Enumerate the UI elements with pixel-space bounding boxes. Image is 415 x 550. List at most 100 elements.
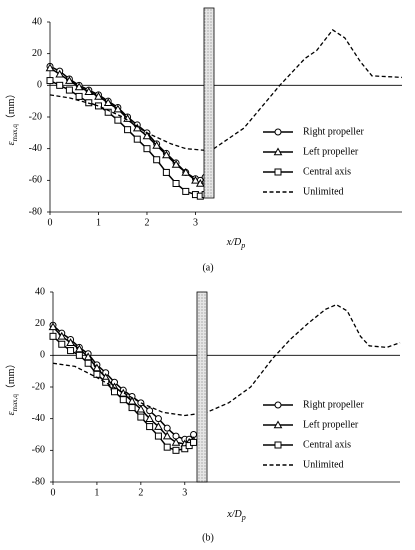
legend-label: Left propeller <box>303 146 359 157</box>
x-label-sub: p <box>241 513 246 522</box>
x-tick-label: 1 <box>94 487 99 498</box>
pillar <box>203 7 215 199</box>
marker <box>45 63 55 72</box>
y-tick-label: -20 <box>29 111 42 122</box>
marker <box>94 91 103 100</box>
y-tick-label: 20 <box>35 318 45 329</box>
marker <box>66 338 75 346</box>
marker <box>137 413 145 421</box>
marker <box>75 344 84 353</box>
y-label-symbol: ε <box>6 141 17 145</box>
legend-marker <box>274 128 282 136</box>
legend-label: Central axis <box>303 166 351 177</box>
marker <box>48 322 58 331</box>
x-tick-label: 1 <box>96 217 101 228</box>
y-tick-label: 0 <box>40 350 45 361</box>
marker <box>172 180 180 187</box>
x-tick-label: 3 <box>182 487 187 498</box>
series-line <box>49 79 206 197</box>
marker <box>154 415 162 423</box>
marker <box>123 114 132 122</box>
series-line <box>52 324 195 440</box>
x-label-sub: p <box>240 241 245 250</box>
x-tick-label: 2 <box>138 487 143 498</box>
marker <box>103 98 113 107</box>
marker <box>181 167 191 176</box>
marker <box>162 168 170 176</box>
marker <box>143 145 151 153</box>
y-tick-label: -40 <box>32 413 45 424</box>
x-axis-label: x/Dp <box>226 237 245 250</box>
y-tick-label: 40 <box>32 16 42 27</box>
marker <box>65 86 73 94</box>
marker <box>127 396 137 405</box>
series-line <box>49 29 403 151</box>
marker <box>113 104 123 113</box>
marker <box>75 351 83 359</box>
x-tick-label: 0 <box>51 487 56 498</box>
y-label-sub: max,q <box>11 124 19 142</box>
marker <box>57 331 67 340</box>
marker <box>49 332 57 340</box>
y-tick-label: 40 <box>35 286 45 297</box>
marker <box>154 432 162 440</box>
marker <box>55 69 65 78</box>
marker <box>163 443 171 451</box>
series-line <box>52 303 401 417</box>
marker <box>190 438 198 446</box>
legend-label: Right propeller <box>303 126 364 137</box>
legend-label: Left propeller <box>303 419 359 430</box>
marker <box>92 363 102 372</box>
y-tick-label: -80 <box>32 476 45 487</box>
y-tick-label: -60 <box>32 445 45 456</box>
y-label-unit: （mm） <box>5 359 17 395</box>
marker <box>46 77 54 85</box>
marker <box>74 82 84 91</box>
legend-marker <box>273 147 283 156</box>
y-tick-label: -40 <box>29 143 42 154</box>
marker <box>94 102 102 110</box>
legend-label: Central axis <box>303 439 351 450</box>
marker <box>162 431 172 440</box>
marker <box>83 352 93 361</box>
legend-marker <box>274 441 282 449</box>
marker <box>162 150 171 159</box>
legend-marker <box>274 168 282 176</box>
marker <box>142 131 152 140</box>
marker <box>152 140 162 149</box>
marker <box>171 159 181 168</box>
marker <box>136 404 146 413</box>
marker <box>171 437 181 446</box>
x-label-main: x/D <box>226 237 242 248</box>
legend-marker <box>274 401 282 409</box>
marker <box>133 135 141 143</box>
marker <box>124 126 132 134</box>
y-tick-label: -20 <box>32 381 45 392</box>
legend-label: Unlimited <box>303 459 344 470</box>
x-axis-label: x/Dp <box>226 509 245 522</box>
marker <box>65 76 74 84</box>
marker <box>163 424 171 432</box>
marker <box>110 388 118 396</box>
y-tick-label: -80 <box>29 206 42 217</box>
marker <box>182 187 190 195</box>
marker <box>119 396 127 404</box>
legend-label: Unlimited <box>303 186 344 197</box>
marker <box>75 92 83 100</box>
marker <box>191 175 200 184</box>
y-tick-label: 20 <box>32 48 42 59</box>
x-tick-label: 2 <box>144 217 149 228</box>
y-label-symbol: ε <box>6 411 17 415</box>
marker <box>102 378 110 386</box>
caption: (b) <box>202 532 214 543</box>
marker <box>114 116 122 124</box>
marker <box>145 414 154 422</box>
y-label-unit: （mm） <box>5 89 17 125</box>
pillar <box>196 291 208 483</box>
marker <box>104 108 112 116</box>
marker <box>84 359 92 367</box>
marker <box>153 156 161 164</box>
y-label-sub: max,q <box>11 394 19 412</box>
x-tick-label: 0 <box>48 217 53 228</box>
